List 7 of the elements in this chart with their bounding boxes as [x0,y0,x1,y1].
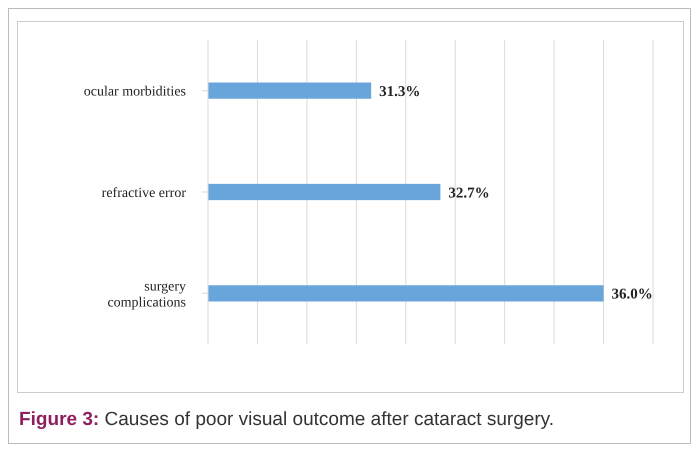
data-label: 36.0% [612,286,653,303]
data-label: 31.3% [379,84,420,100]
data-label: 32.7% [448,185,490,202]
y-tick-label: surgery complications [107,279,186,310]
y-tick-label: refractive error [102,186,186,201]
y-tick-label: ocular morbidities [84,84,186,100]
caption: Figure 3: Causes of poor visual outcome after cataract surgery. [19,409,554,431]
